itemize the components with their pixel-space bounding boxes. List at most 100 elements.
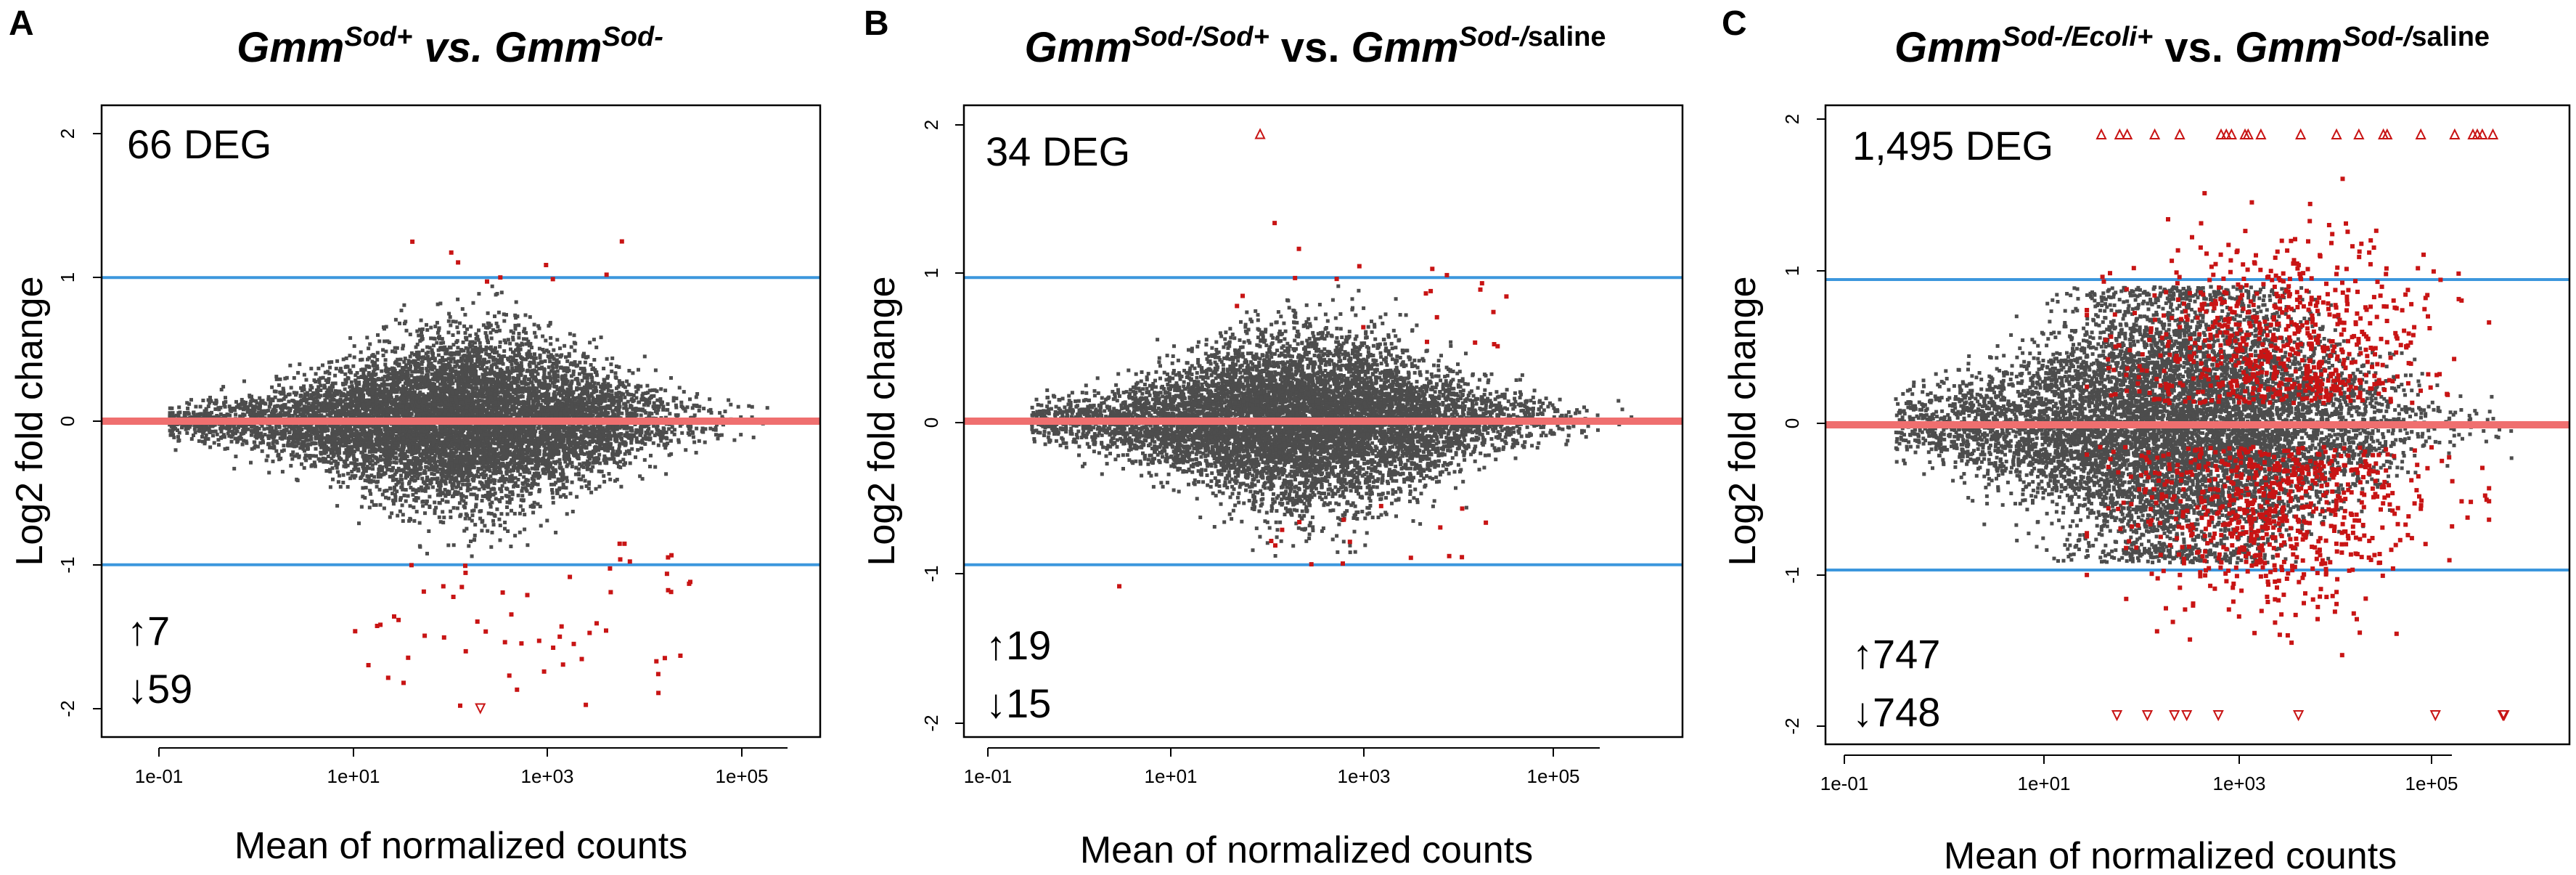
- data-point: [296, 370, 300, 375]
- data-point: [490, 530, 494, 534]
- data-point: [197, 428, 201, 433]
- data-point: [304, 400, 308, 404]
- data-point: [417, 544, 422, 548]
- data-point: [187, 402, 192, 406]
- data-point: [201, 399, 205, 402]
- data-point: [491, 523, 496, 527]
- data-point: [426, 486, 430, 490]
- data-point: [518, 343, 523, 348]
- data-point: [547, 324, 551, 328]
- data-point: [622, 406, 626, 410]
- data-point: [375, 409, 379, 413]
- data-point: [575, 495, 579, 499]
- data-point: [628, 461, 632, 465]
- data-point: [602, 367, 606, 370]
- data-point: [498, 538, 502, 542]
- data-point: [542, 444, 547, 448]
- data-point: [329, 451, 333, 455]
- data-point: [629, 426, 634, 430]
- data-point: [550, 488, 554, 492]
- data-point: [677, 386, 682, 390]
- data-point: [558, 462, 563, 465]
- data-point: [314, 447, 318, 451]
- data-point: [298, 412, 303, 417]
- data-point: [703, 440, 707, 444]
- data-point: [463, 312, 467, 317]
- data-point: [651, 441, 655, 445]
- data-point: [486, 477, 491, 481]
- data-point: [530, 346, 533, 349]
- data-point: [629, 441, 634, 445]
- data-point: [546, 469, 550, 473]
- data-point: [676, 413, 680, 418]
- data-point: [564, 355, 568, 359]
- data-point: [494, 362, 498, 366]
- data-point: [599, 390, 603, 394]
- data-point: [716, 436, 720, 441]
- data-point: [551, 366, 555, 370]
- data-point: [739, 415, 743, 419]
- data-point: [685, 405, 690, 410]
- data-point: [621, 457, 626, 462]
- data-point: [349, 461, 353, 465]
- data-point: [465, 335, 469, 340]
- data-point: [437, 326, 441, 330]
- data-point: [597, 484, 602, 489]
- data-point: [271, 459, 275, 463]
- data-point: [208, 396, 212, 399]
- data-point: [531, 510, 536, 515]
- panel-a: A GmmSod+ vs. GmmSod- 1e-01 1e+01 1e+03 …: [9, 4, 822, 867]
- data-point: [512, 463, 517, 467]
- data-point: [477, 328, 481, 333]
- data-point: [425, 327, 430, 332]
- data-point: [510, 362, 514, 367]
- data-point: [446, 357, 451, 361]
- data-point: [436, 330, 440, 335]
- data-point: [498, 465, 502, 469]
- data-point: [470, 343, 475, 348]
- data-point: [375, 351, 380, 355]
- data-point: [659, 387, 663, 391]
- data-point: [630, 447, 634, 451]
- data-point: [252, 423, 256, 428]
- data-point: [388, 486, 392, 490]
- data-point: [528, 471, 531, 475]
- data-point: [589, 394, 594, 398]
- data-point: [412, 518, 417, 523]
- data-point: [717, 433, 721, 437]
- title-part: vs.: [412, 24, 494, 71]
- data-point: [192, 410, 196, 415]
- data-point: [319, 407, 323, 411]
- data-point: [206, 404, 210, 409]
- data-point: [514, 365, 518, 370]
- data-point: [304, 378, 308, 382]
- data-point: [473, 354, 476, 358]
- data-point: [433, 441, 437, 446]
- data-point: [612, 457, 616, 461]
- data-point: [489, 336, 494, 341]
- data-point: [497, 498, 502, 502]
- data-point: [336, 436, 340, 441]
- data-point: [494, 497, 498, 501]
- data-point: [509, 329, 513, 333]
- data-point: [446, 372, 451, 376]
- data-point: [498, 344, 502, 349]
- data-point: [489, 511, 494, 516]
- data-point: [626, 399, 630, 404]
- data-point: [278, 390, 282, 394]
- data-point: [472, 508, 476, 513]
- data-point: [408, 354, 412, 359]
- data-point: [224, 396, 227, 400]
- data-point: [626, 433, 631, 437]
- data-point: [552, 348, 556, 352]
- panel-letter: A: [9, 4, 34, 43]
- data-point: [273, 395, 277, 399]
- data-point: [533, 352, 536, 357]
- panel-title: GmmSod+ vs. GmmSod-: [237, 22, 663, 71]
- data-point: [562, 457, 566, 461]
- data-point: [417, 333, 421, 338]
- data-point: [414, 350, 419, 354]
- data-point: [502, 319, 507, 323]
- data-point: [594, 487, 598, 491]
- data-point: [448, 315, 452, 320]
